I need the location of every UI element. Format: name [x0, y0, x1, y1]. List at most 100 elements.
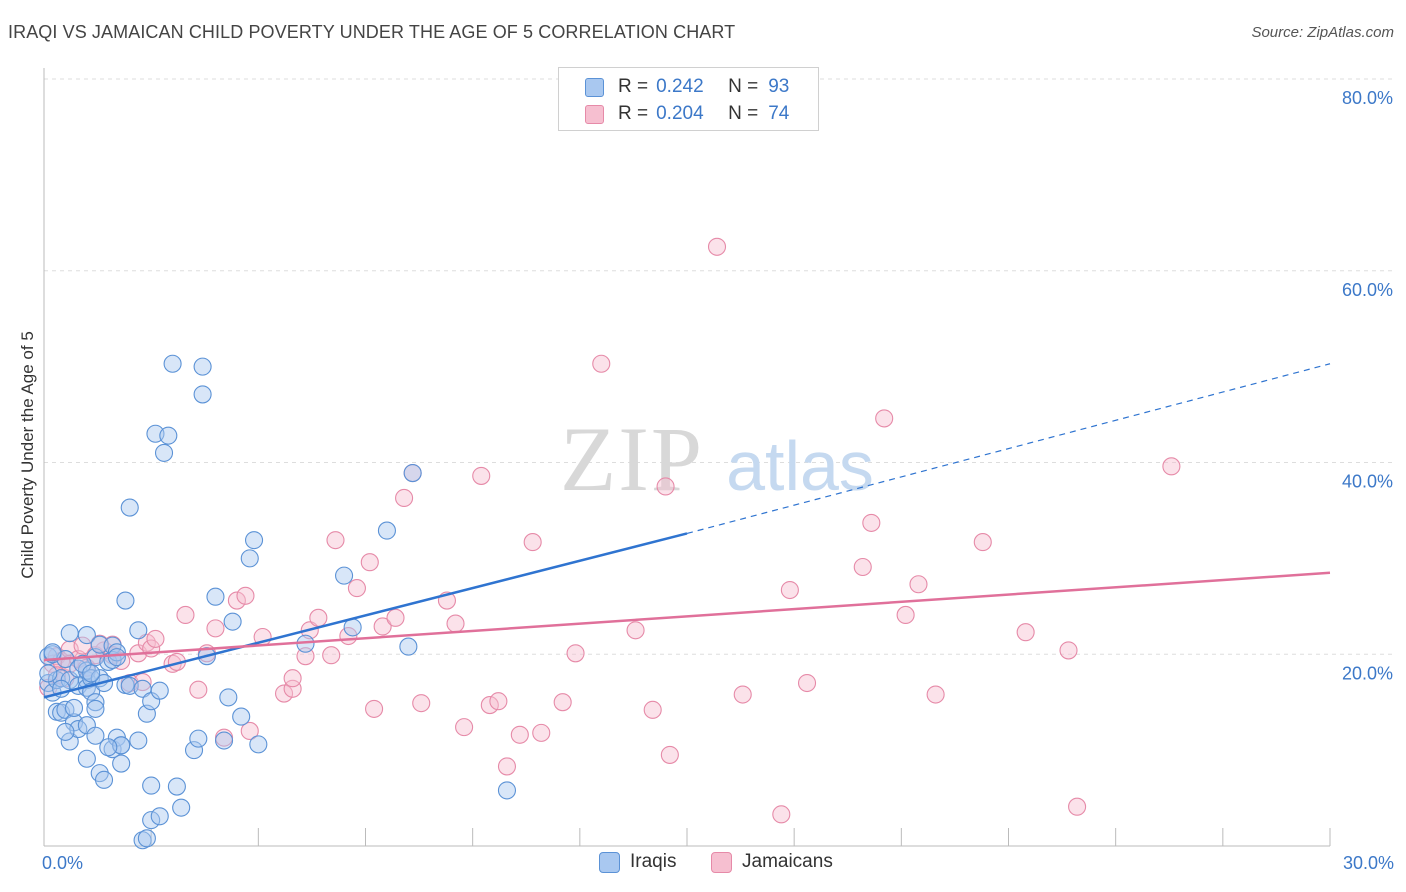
jamaicans-point — [236, 586, 255, 605]
jamaicans-point — [926, 685, 945, 704]
jamaicans-point — [896, 605, 915, 624]
jamaicans-point — [240, 721, 259, 741]
legend-n-label: N = — [728, 103, 759, 124]
jamaicans-point — [275, 684, 294, 703]
jamaicans-point — [309, 608, 328, 627]
legend-row-iraqis: R = 0.242 N = 93 — [585, 73, 789, 101]
jamaicans-point — [373, 617, 392, 636]
jamaicans-point — [973, 533, 992, 552]
iraqis-point — [249, 735, 268, 754]
iraqis-point — [77, 626, 96, 645]
legend-row-jamaicans: R = 0.204 N = 74 — [585, 100, 789, 128]
jamaicans-swatch — [585, 104, 604, 124]
jamaicans-point — [780, 580, 799, 600]
jamaicans-point — [455, 718, 474, 737]
iraqis-point — [60, 732, 79, 751]
jamaicans-point — [497, 757, 517, 776]
jamaicans-point — [553, 693, 572, 712]
iraqis-point — [43, 643, 62, 662]
source-label: Source: ZipAtlas.com — [1251, 24, 1394, 41]
jamaicans-point — [176, 605, 195, 624]
axes — [43, 68, 1331, 847]
jamaicans-point — [365, 699, 384, 718]
iraqis-point — [189, 729, 208, 748]
jamaicans-point — [1059, 641, 1078, 660]
iraqis-point — [90, 635, 109, 654]
jamaicans-point — [206, 619, 225, 638]
legend-n-label: N = — [728, 76, 759, 97]
jamaicans-point — [395, 488, 414, 508]
legend: R = 0.242 N = 93 R = 0.204 N = 74 — [558, 67, 819, 131]
y-tick-label: 20.0% — [1342, 663, 1393, 683]
jamaicans-point — [523, 533, 542, 552]
bottom-legend-jamaicans[interactable]: Jamaicans — [711, 851, 833, 873]
iraqis-point — [244, 531, 264, 550]
iraqis-point — [107, 648, 126, 667]
watermark-zip: ZIP — [560, 408, 704, 510]
iraqis-point — [142, 811, 161, 830]
jamaicans-point — [146, 629, 165, 648]
watermark: ZIP atlas — [560, 408, 874, 510]
iraqis-point — [137, 829, 156, 848]
jamaicans-point — [532, 723, 551, 742]
jamaicans-point — [189, 680, 208, 699]
iraqis-point — [120, 498, 139, 517]
jamaicans-point — [510, 725, 529, 744]
iraqis-point — [377, 521, 396, 540]
iraqis-point — [206, 587, 225, 606]
jamaicans-legend-label: Jamaicans — [742, 851, 833, 872]
jamaicans-point — [480, 696, 499, 715]
jamaicans-point — [626, 621, 645, 640]
jamaicans-point — [283, 679, 302, 698]
iraqis-point — [86, 726, 105, 745]
y-axis-label: Child Poverty Under the Age of 5 — [18, 331, 37, 579]
legend-r-value: 0.242 — [656, 76, 704, 97]
iraqis-point — [129, 731, 148, 750]
iraqis-point — [116, 591, 135, 610]
legend-r-label: R = — [618, 103, 649, 124]
iraqis-point — [232, 707, 251, 726]
iraqis-point — [77, 749, 96, 768]
legend-r-label: R = — [618, 76, 649, 97]
jamaicans-point — [1162, 457, 1181, 476]
iraqis-point — [60, 624, 79, 643]
watermark-atlas: atlas — [726, 427, 874, 505]
jamaicans-point — [326, 531, 345, 550]
jamaicans-point — [862, 513, 881, 532]
iraqis-point — [163, 354, 182, 373]
jamaicans-point — [360, 553, 379, 572]
iraqis-legend-swatch — [599, 851, 620, 873]
iraqis-point — [56, 722, 75, 741]
jamaicans-point — [472, 466, 491, 485]
chart-title: IRAQI VS JAMAICAN CHILD POVERTY UNDER TH… — [8, 22, 736, 42]
bottom-legend-iraqis[interactable]: Iraqis — [599, 851, 676, 873]
jamaicans-point — [1068, 797, 1087, 816]
iraqis-point — [399, 637, 418, 656]
jamaicans-point — [489, 692, 508, 711]
jamaicans-point — [797, 673, 817, 693]
jamaicans-point — [875, 409, 894, 428]
iraqis-point — [94, 770, 114, 789]
iraqis-swatch — [585, 77, 604, 97]
jamaicans-legend-swatch — [711, 851, 732, 873]
iraqis-point — [99, 738, 118, 757]
iraqis-point — [219, 688, 238, 707]
iraqis-point — [223, 612, 242, 631]
jamaicans-point — [656, 477, 675, 496]
jamaicans-point — [322, 646, 341, 665]
iraqis-point — [64, 698, 84, 717]
jamaicans-point — [347, 579, 366, 598]
iraqis-point — [240, 549, 259, 568]
iraqis-point — [86, 693, 105, 712]
x-tick-label: 0.0% — [42, 853, 83, 873]
legend-n-value: 74 — [768, 103, 790, 124]
jamaicans-point — [707, 237, 727, 256]
iraqis-point — [150, 807, 169, 826]
tick-labels: 20.0% 40.0% 60.0% 80.0% 0.0% 30.0% — [42, 88, 1394, 873]
iraqis-point — [39, 664, 58, 683]
legend-r-value: 0.204 — [656, 103, 704, 124]
jamaicans-point — [446, 614, 465, 633]
y-tick-label: 40.0% — [1342, 472, 1393, 492]
jamaicans-point — [853, 557, 872, 577]
